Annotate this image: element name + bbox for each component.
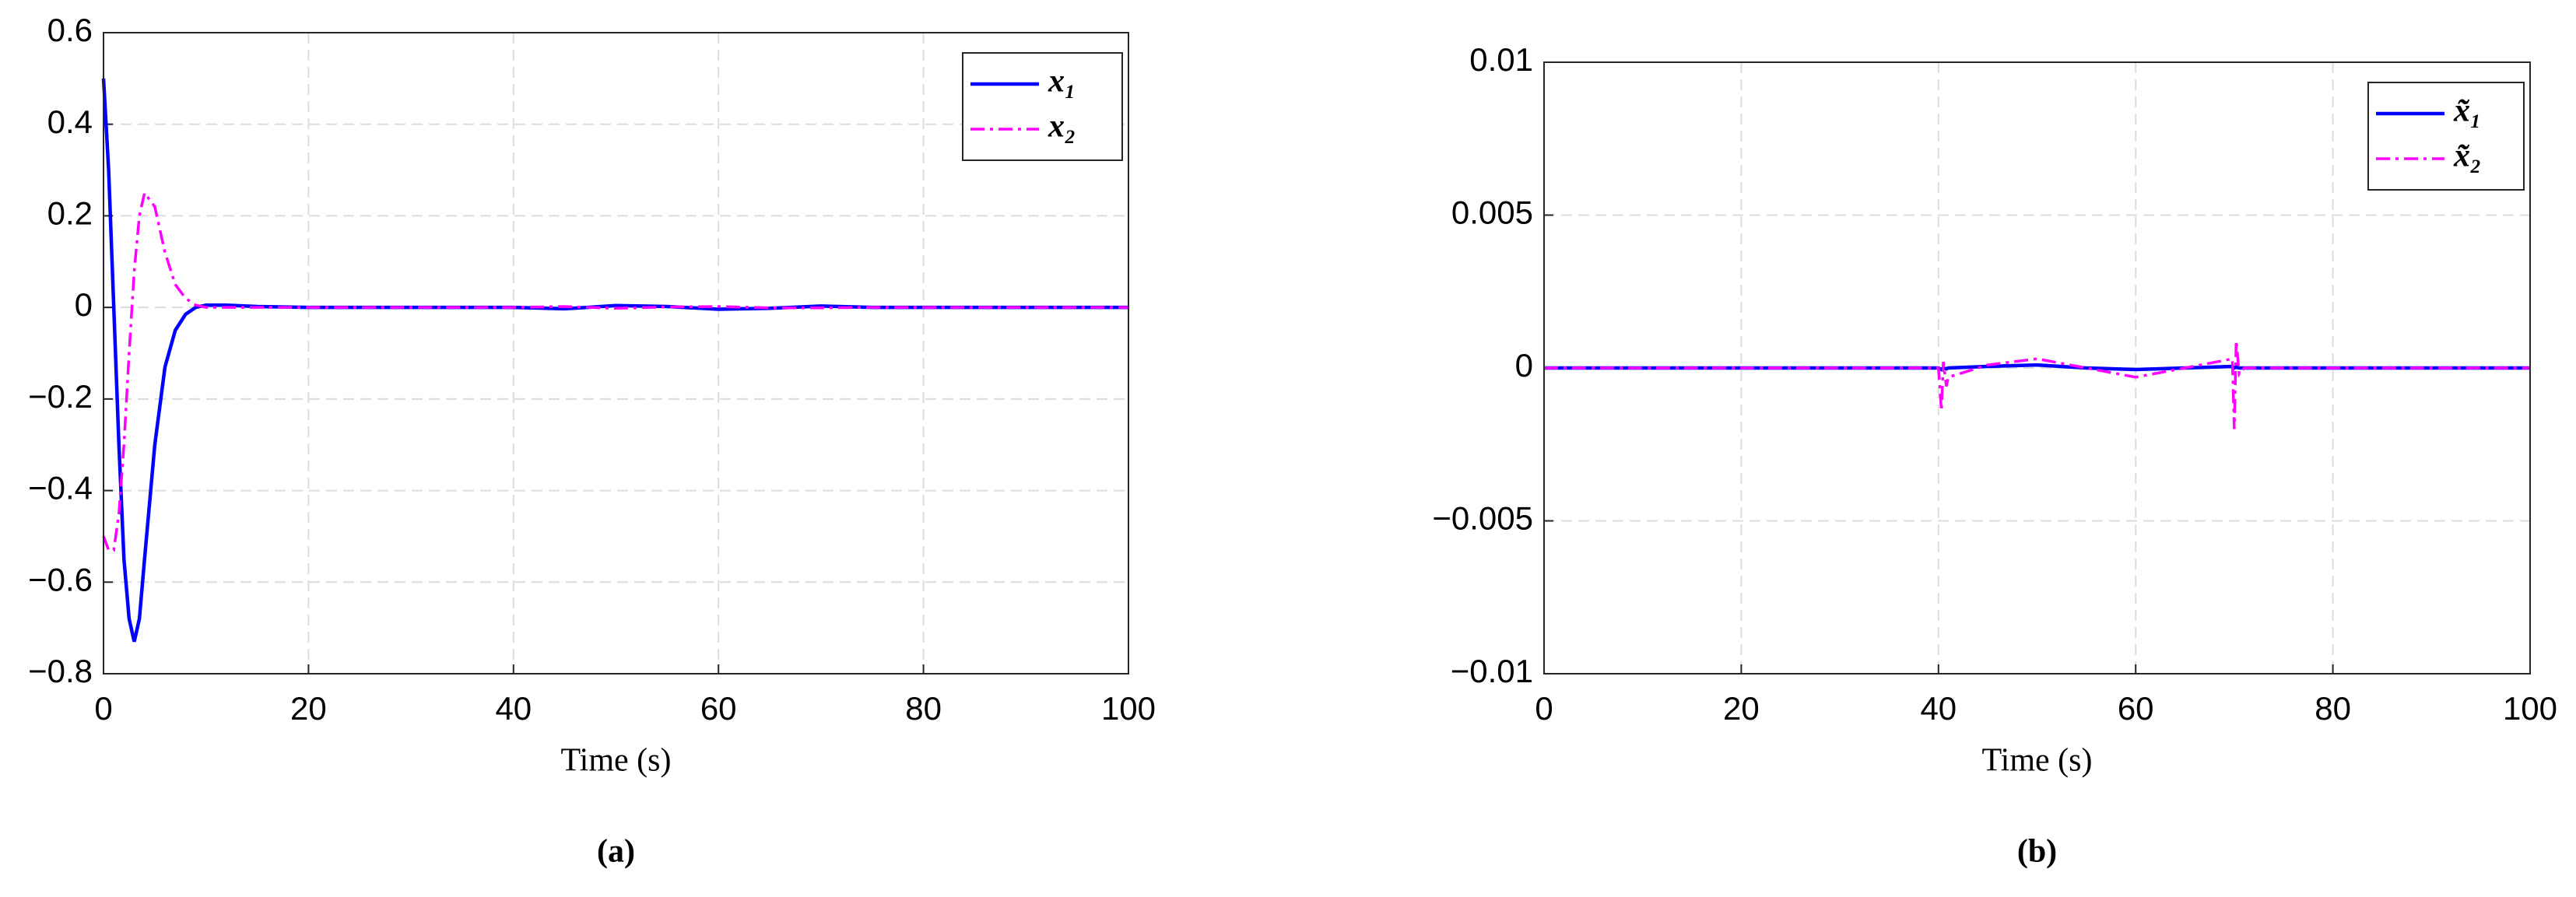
y-tick-label: −0.6	[28, 561, 93, 597]
legend-label: x̃₁	[2453, 93, 2482, 129]
x-tick-label: 60	[700, 690, 737, 727]
y-tick-label: 0.6	[47, 12, 93, 48]
legend-box	[962, 52, 1123, 161]
x-tick-label: 40	[1920, 690, 1957, 727]
data-line	[102, 189, 1128, 552]
x-tick-label: 40	[495, 690, 532, 727]
y-tick-label: −0.01	[1451, 653, 1533, 689]
data-line	[1544, 340, 2530, 429]
y-tick-label: −0.8	[28, 653, 93, 689]
x-tick-label: 0	[1535, 690, 1553, 727]
x-tick-label: 20	[290, 690, 327, 727]
x-tick-label: 20	[1723, 690, 1760, 727]
plot-frame	[103, 32, 1129, 675]
legend-label: x̃₂	[2453, 138, 2482, 174]
y-tick-label: 0.005	[1451, 194, 1533, 231]
legend-label: x₂	[1048, 109, 1076, 145]
x-tick-label: 100	[1101, 690, 1156, 727]
y-tick-label: −0.2	[28, 378, 93, 415]
x-tick-label: 80	[2315, 690, 2351, 727]
x-tick-label: 0	[94, 690, 112, 727]
x-axis-label: Time (s)	[561, 743, 672, 779]
panel-label: (a)	[597, 834, 635, 870]
y-tick-label: −0.4	[28, 470, 93, 506]
x-tick-label: 80	[905, 690, 942, 727]
y-tick-label: 0	[75, 286, 93, 323]
legend-box	[2367, 82, 2525, 191]
x-axis-label: Time (s)	[1982, 743, 2093, 779]
data-line	[101, 78, 1128, 643]
y-tick-label: 0	[1515, 347, 1533, 384]
y-tick-label: −0.005	[1432, 500, 1533, 537]
x-tick-label: 60	[2118, 690, 2154, 727]
plot-frame	[1543, 61, 2531, 675]
legend-label: x₁	[1048, 64, 1076, 100]
x-tick-label: 100	[2503, 690, 2557, 727]
panel-label: (b)	[2017, 834, 2057, 870]
y-tick-label: 0.2	[47, 195, 93, 232]
y-tick-label: 0.01	[1469, 41, 1533, 78]
y-tick-label: 0.4	[47, 103, 93, 140]
plot-area	[104, 33, 1128, 674]
